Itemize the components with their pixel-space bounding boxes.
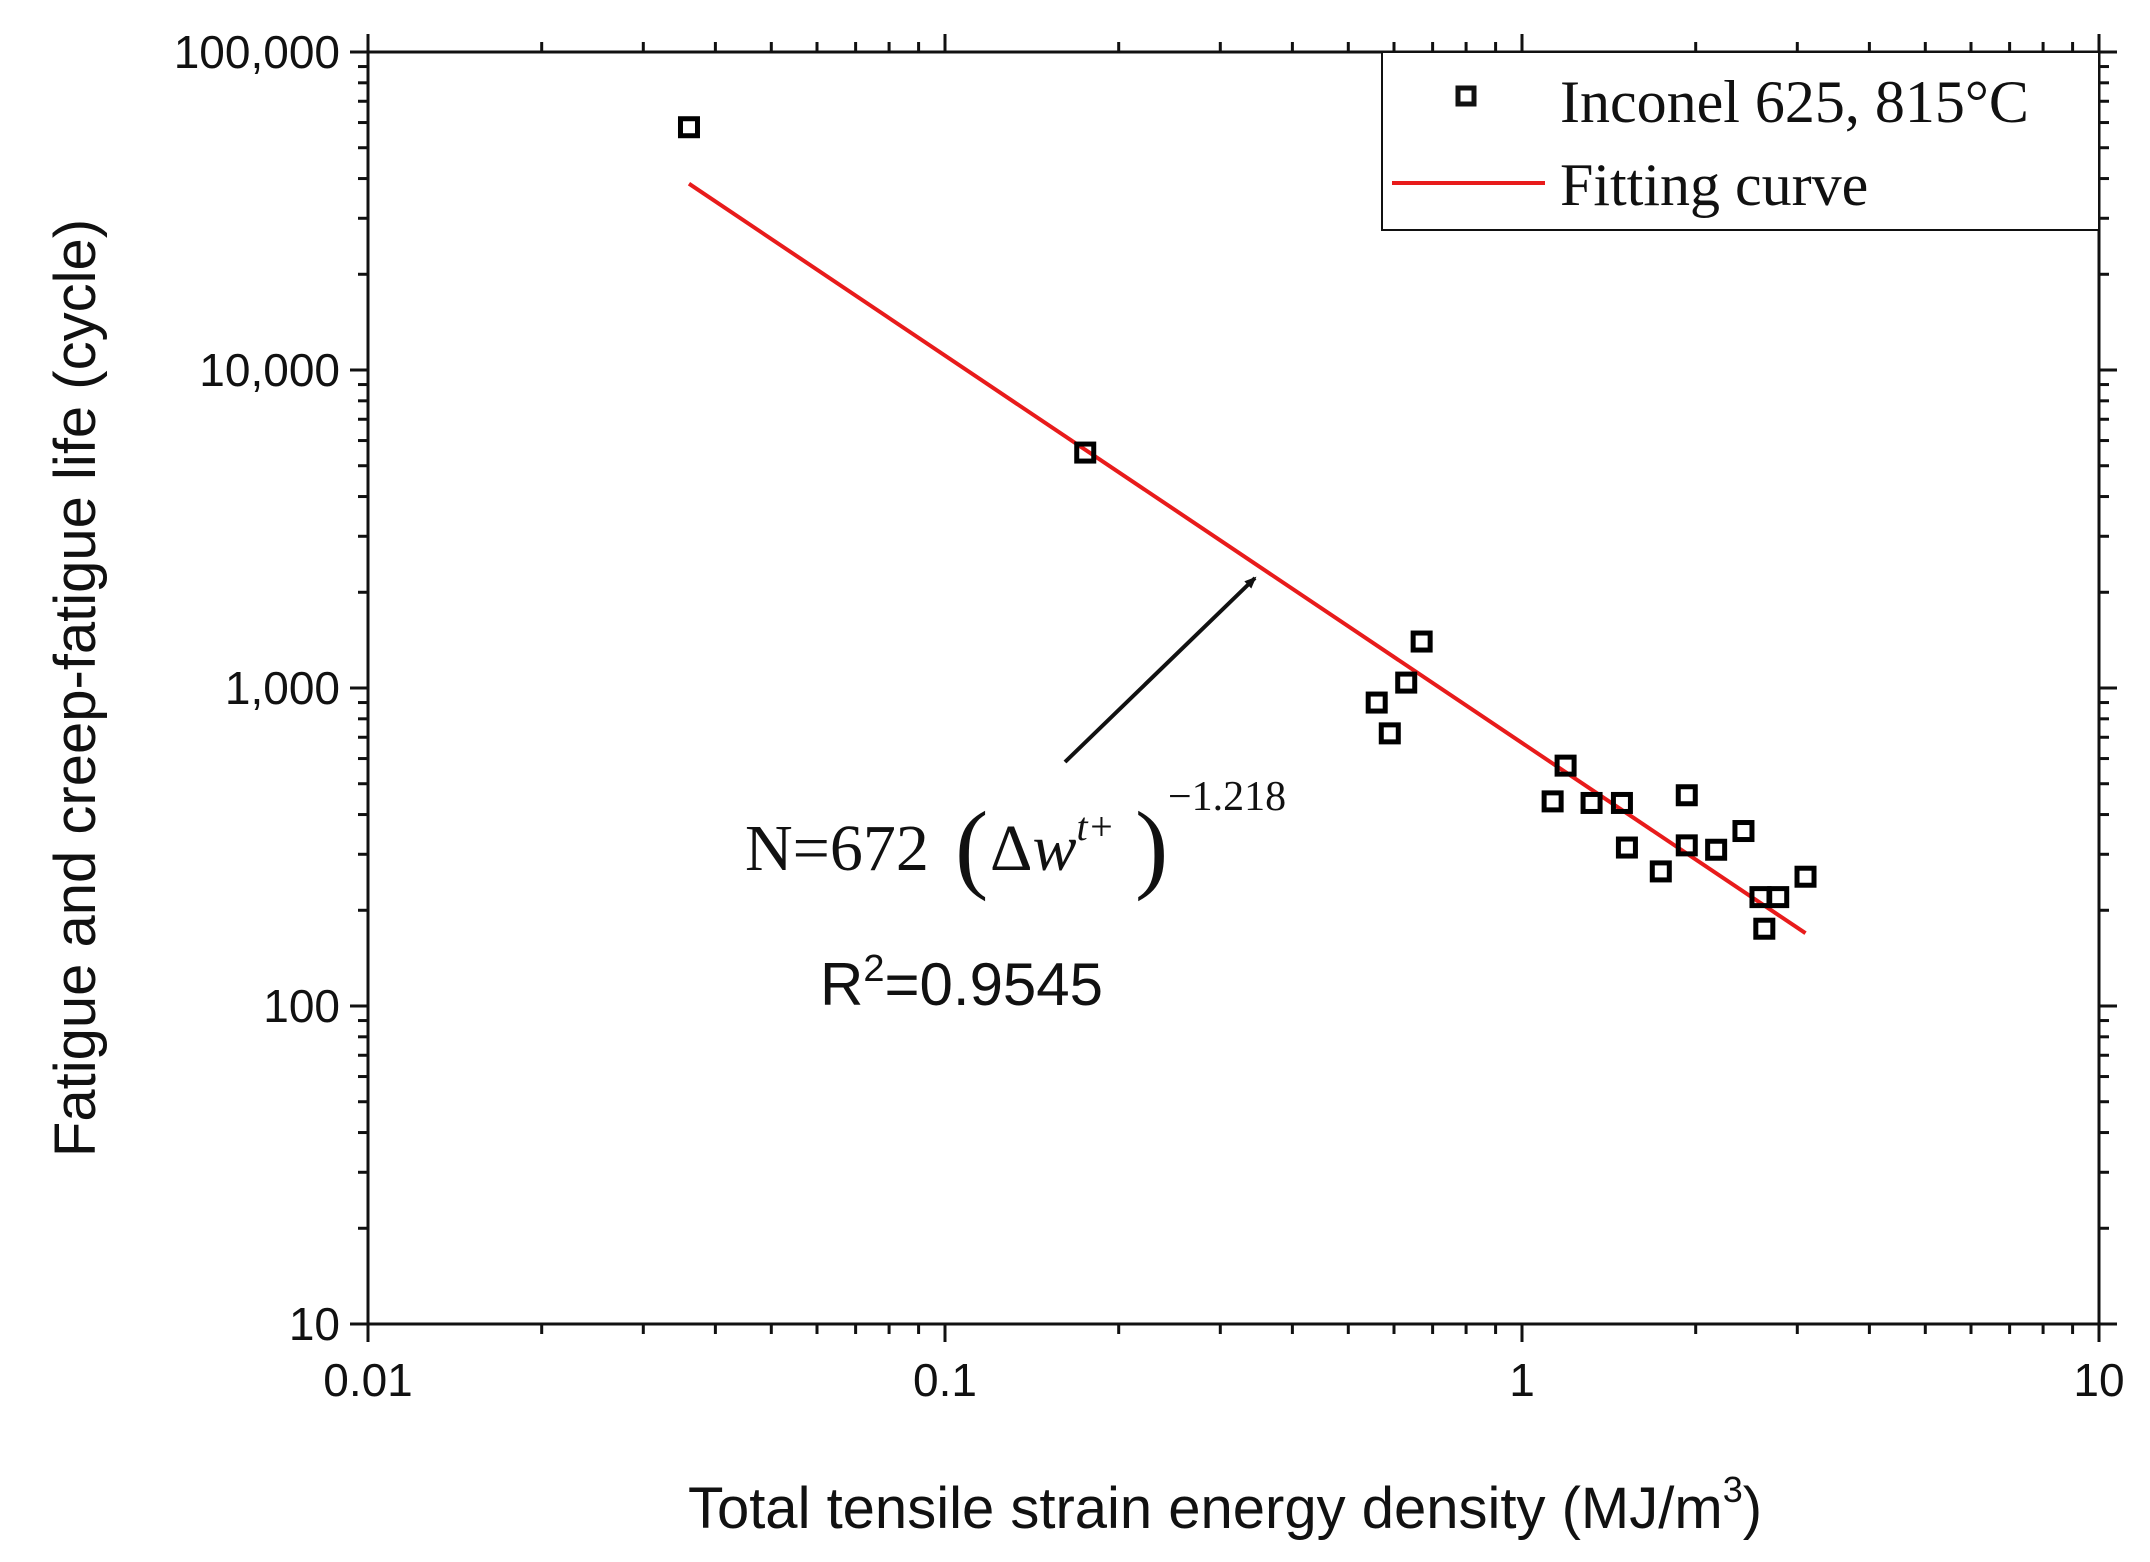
data-point [677,116,700,139]
svg-text:R2=0.9545: R2=0.9545 [820,948,1103,1018]
x-tick-label: 0.1 [913,1354,977,1406]
equation-prefix: N=672 [745,812,929,885]
plot-frame [366,50,2101,1326]
svg-text:Δwt+: Δwt+ [990,804,1115,885]
x-tick-label: 10 [2073,1354,2124,1406]
r2-value: =0.9545 [884,951,1103,1018]
fit-equation: N=672 ( Δwt+ ) −1.218 [745,774,1286,902]
data-point [1732,820,1755,843]
r-squared-annotation: R2=0.9545 [820,948,1103,1018]
equation-w: w [1032,812,1076,885]
x-tick-label: 0.01 [323,1354,413,1406]
data-point [1580,791,1603,814]
x-tick-labels: 0.01 0.1 1 10 [323,1354,2124,1406]
y-axis-title: Fatigue and creep-fatigue life (cycle) [43,219,108,1157]
x-tick-label: 1 [1509,1354,1535,1406]
data-point [1649,860,1672,883]
equation-right-paren: ) [1135,791,1168,902]
data-point [1610,791,1633,814]
data-point [1410,630,1433,653]
data-point [1794,865,1817,888]
equation-exponent: −1.218 [1168,774,1286,820]
axis-ticks [350,34,2117,1342]
data-point [1705,838,1728,861]
data-point [1675,834,1698,857]
legend-label-fit: Fitting curve [1560,152,1868,218]
y-tick-label: 10 [289,1298,340,1350]
data-point [1554,754,1577,777]
legend: Inconel 625, 815°C Fitting curve [1381,51,2100,231]
legend-box [1381,51,2100,231]
r2-superscript: 2 [863,948,884,990]
data-point [1365,691,1388,714]
y-tick-label: 100,000 [174,26,340,78]
equation-w-superscript: t+ [1076,804,1114,849]
annotation-arrow [1063,576,1257,764]
data-point [1395,671,1418,694]
y-tick-labels: 10 100 1,000 10,000 100,000 [174,26,340,1350]
legend-marker-square [1455,85,1477,107]
data-point [1615,836,1638,859]
equation-left-paren: ( [955,791,988,902]
data-point [1767,886,1790,909]
svg-text:N=672: N=672 [745,812,929,885]
y-tick-label: 100 [263,980,340,1032]
legend-label-data: Inconel 625, 815°C [1560,69,2029,135]
data-point [1378,722,1401,745]
y-tick-label: 10,000 [199,344,340,396]
r2-prefix: R [820,951,863,1018]
fitting-curve-line [687,182,1807,935]
x-axis-title: Total tensile strain energy density (MJ/… [688,1469,1762,1541]
y-tick-label: 1,000 [225,662,340,714]
data-point [1074,441,1097,464]
data-point [1675,784,1698,807]
data-points [677,116,1817,940]
equation-delta: Δ [990,812,1032,885]
data-point [1753,917,1776,940]
data-point [1541,790,1564,813]
